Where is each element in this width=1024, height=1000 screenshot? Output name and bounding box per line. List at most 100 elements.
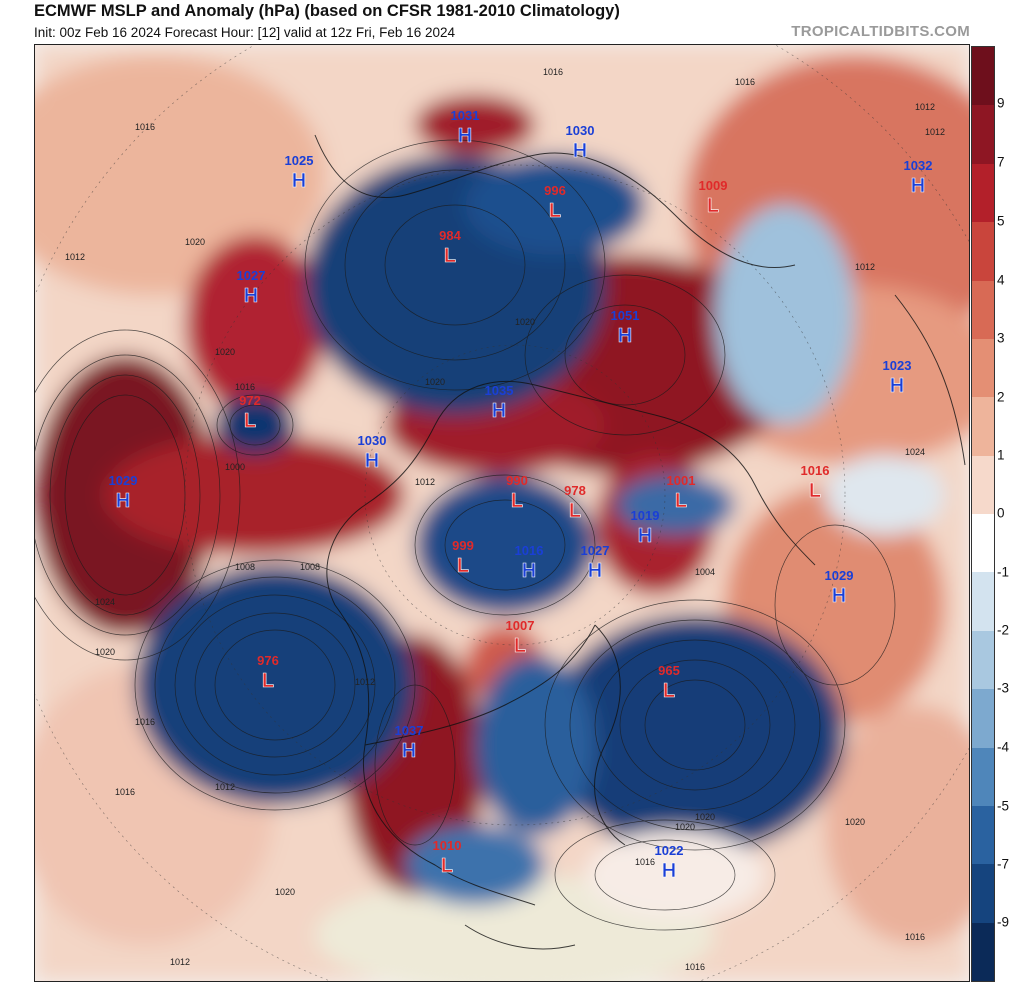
pressure-type-letter: H [458,125,472,147]
low-pressure-center: 976 L [257,653,279,692]
pressure-value: 1029 [825,568,854,583]
map-subtitle: Init: 00z Feb 16 2024 Forecast Hour: [12… [34,25,455,40]
coastlines [314,134,966,950]
anomaly-colorbar [971,46,995,982]
pressure-value: 976 [257,653,279,668]
high-pressure-center: 1030 H [358,433,387,472]
pressure-value: 1007 [506,618,535,633]
high-pressure-center: 1027 H [237,268,266,307]
isobars [35,139,896,931]
pressure-type-letter: L [569,500,581,522]
isobar-label: 1012 [915,102,935,112]
isobar-label: 1016 [735,77,755,87]
pressure-type-letter: H [402,740,416,762]
low-pressure-center: 965 L [658,663,680,702]
low-pressure-center: 978 L [564,483,586,522]
pressure-type-letter: H [244,285,258,307]
colorbar-segment [972,222,994,281]
colorbar-segment [972,397,994,456]
low-pressure-center: 1010 L [433,838,462,877]
pressure-type-letter: H [573,140,587,162]
colorbar-label: 3 [997,330,1005,346]
low-pressure-center: 1007 L [506,618,535,657]
isobar-label: 1020 [515,317,535,327]
isobar-label: 1016 [543,67,563,77]
pressure-value: 1016 [801,463,830,478]
high-pressure-center: 1035 H [485,383,514,422]
pressure-value: 1029 [109,473,138,488]
pressure-value: 1025 [285,153,314,168]
pressure-value: 972 [239,393,261,408]
pressure-type-letter: H [832,585,846,607]
pressure-value: 990 [506,473,528,488]
isobar-label: 1012 [855,262,875,272]
low-pressure-center: 1016 L [801,463,830,502]
map-canvas: 1012 1016 1016 1012 1016 1020 1016 1012 1000 1020… [35,45,969,981]
pressure-value: 1030 [566,123,595,138]
pressure-value: 1010 [433,838,462,853]
high-pressure-center: 1029 H [109,473,138,512]
pressure-type-letter: L [707,195,719,217]
high-pressure-center: 1029 H [825,568,854,607]
pressure-type-letter: L [262,670,274,692]
pressure-type-letter: L [809,480,821,502]
isobar-label: 1024 [95,597,115,607]
isobar-label: 1016 [635,857,655,867]
colorbar-segment [972,338,994,398]
isobar-label: 1000 [225,462,245,472]
high-pressure-center: 1019 H [631,508,660,547]
pressure-type-letter: H [116,490,130,512]
colorbar-label: -3 [997,680,1010,696]
isobar-label: 1020 [675,822,695,832]
colorbar-label: 4 [997,272,1005,288]
high-pressure-center: 1023 H [883,358,912,397]
colorbar-segment [972,922,994,981]
low-pressure-center: 1001 L [667,473,696,512]
isobar-label: 1012 [355,677,375,687]
high-pressure-center: 1051 H [611,308,640,347]
pressure-type-letter: L [441,855,453,877]
isobar-label: 1020 [275,887,295,897]
colorbar-segment [972,864,994,923]
pressure-type-letter: H [492,400,506,422]
isobar-label: 1020 [695,812,715,822]
pressure-value: 965 [658,663,680,678]
low-pressure-center: 990 L [506,473,528,512]
pressure-value: 1022 [655,843,684,858]
isobar-label: 1008 [300,562,320,572]
pressure-value: 984 [439,228,461,243]
isobar-label: 1016 [135,717,155,727]
pressure-type-letter: H [365,450,379,472]
pressure-type-letter: L [511,490,523,512]
pressure-value: 1001 [667,473,696,488]
colorbar-segment [972,455,994,514]
colorbar-label: -4 [997,739,1010,755]
pressure-type-letter: H [588,560,602,582]
isobar-label: 1012 [415,477,435,487]
isobar-label: 1024 [905,447,925,457]
colorbar-segment [972,280,994,339]
source-watermark: TROPICALTIDBITS.COM [791,23,970,40]
isobar-label: 1012 [170,957,190,967]
pressure-type-letter: L [457,555,469,577]
low-pressure-center: 984 L [439,228,461,267]
isobar-label: 1016 [115,787,135,797]
pressure-type-letter: H [292,170,306,192]
colorbar-segment [972,805,994,865]
pressure-value: 1019 [631,508,660,523]
pressure-value: 1037 [395,723,424,738]
high-pressure-center: 1031 H [451,108,480,147]
pressure-value: 1027 [237,268,266,283]
contour-labels: 1012 1016 1016 1012 1016 1020 1016 1012 1000 1020… [65,67,945,972]
pressure-value: 999 [452,538,474,553]
pressure-type-letter: H [638,525,652,547]
pressure-value: 978 [564,483,586,498]
isobar-label: 1020 [845,817,865,827]
pressure-value: 1009 [699,178,728,193]
high-pressure-center: 1027 H [581,543,610,582]
isobar-label: 1020 [185,237,205,247]
low-pressure-center: 1009 L [699,178,728,217]
isobar-label: 1020 [425,377,445,387]
colorbar-label: -2 [997,622,1010,638]
low-pressure-center: 996 L [544,183,566,222]
